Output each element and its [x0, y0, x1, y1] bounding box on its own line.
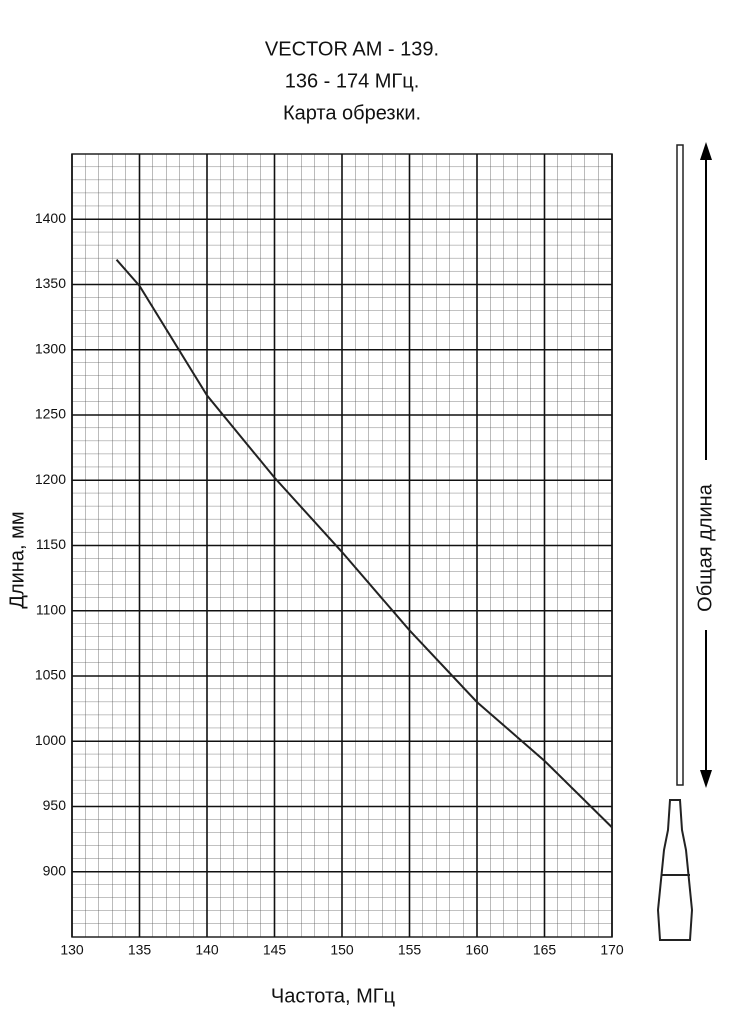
- chart-title: VECTOR AM - 139.: [265, 38, 439, 60]
- y-tick-label: 1000: [35, 732, 66, 748]
- antenna-base: [656, 799, 694, 941]
- x-axis-label: Частота, МГц: [271, 985, 395, 1007]
- y-tick-label: 950: [43, 797, 67, 813]
- antenna: [656, 142, 716, 941]
- label-bg: [696, 460, 716, 630]
- y-tick-label: 1250: [35, 406, 66, 422]
- annotation: Общая длина: [694, 483, 716, 612]
- x-tick-label: 150: [330, 942, 354, 958]
- y-tick-label: 900: [43, 862, 67, 878]
- y-tick-label: 1050: [35, 667, 66, 683]
- data-line: [115, 259, 613, 829]
- y-tick-label: 1300: [35, 340, 66, 356]
- chart-title: Карта обрезки.: [283, 102, 421, 124]
- x-tick-label: 155: [398, 942, 422, 958]
- chart-title: 136 - 174 МГц.: [285, 70, 420, 92]
- y-axis-label: Длина, мм: [6, 511, 28, 608]
- antenna-whip: [676, 144, 684, 786]
- x-tick-label: 170: [600, 942, 624, 958]
- y-tick-label: 1400: [35, 210, 66, 226]
- x-tick-label: 130: [60, 942, 84, 958]
- x-tick-label: 165: [533, 942, 557, 958]
- y-tick-label: 1200: [35, 471, 66, 487]
- x-tick-label: 140: [195, 942, 219, 958]
- x-tick-label: 145: [263, 942, 287, 958]
- x-tick-label: 135: [128, 942, 152, 958]
- x-tick-label: 160: [465, 942, 489, 958]
- y-tick-label: 1150: [36, 536, 66, 552]
- y-tick-label: 1100: [36, 601, 66, 617]
- y-tick-label: 1350: [35, 275, 66, 291]
